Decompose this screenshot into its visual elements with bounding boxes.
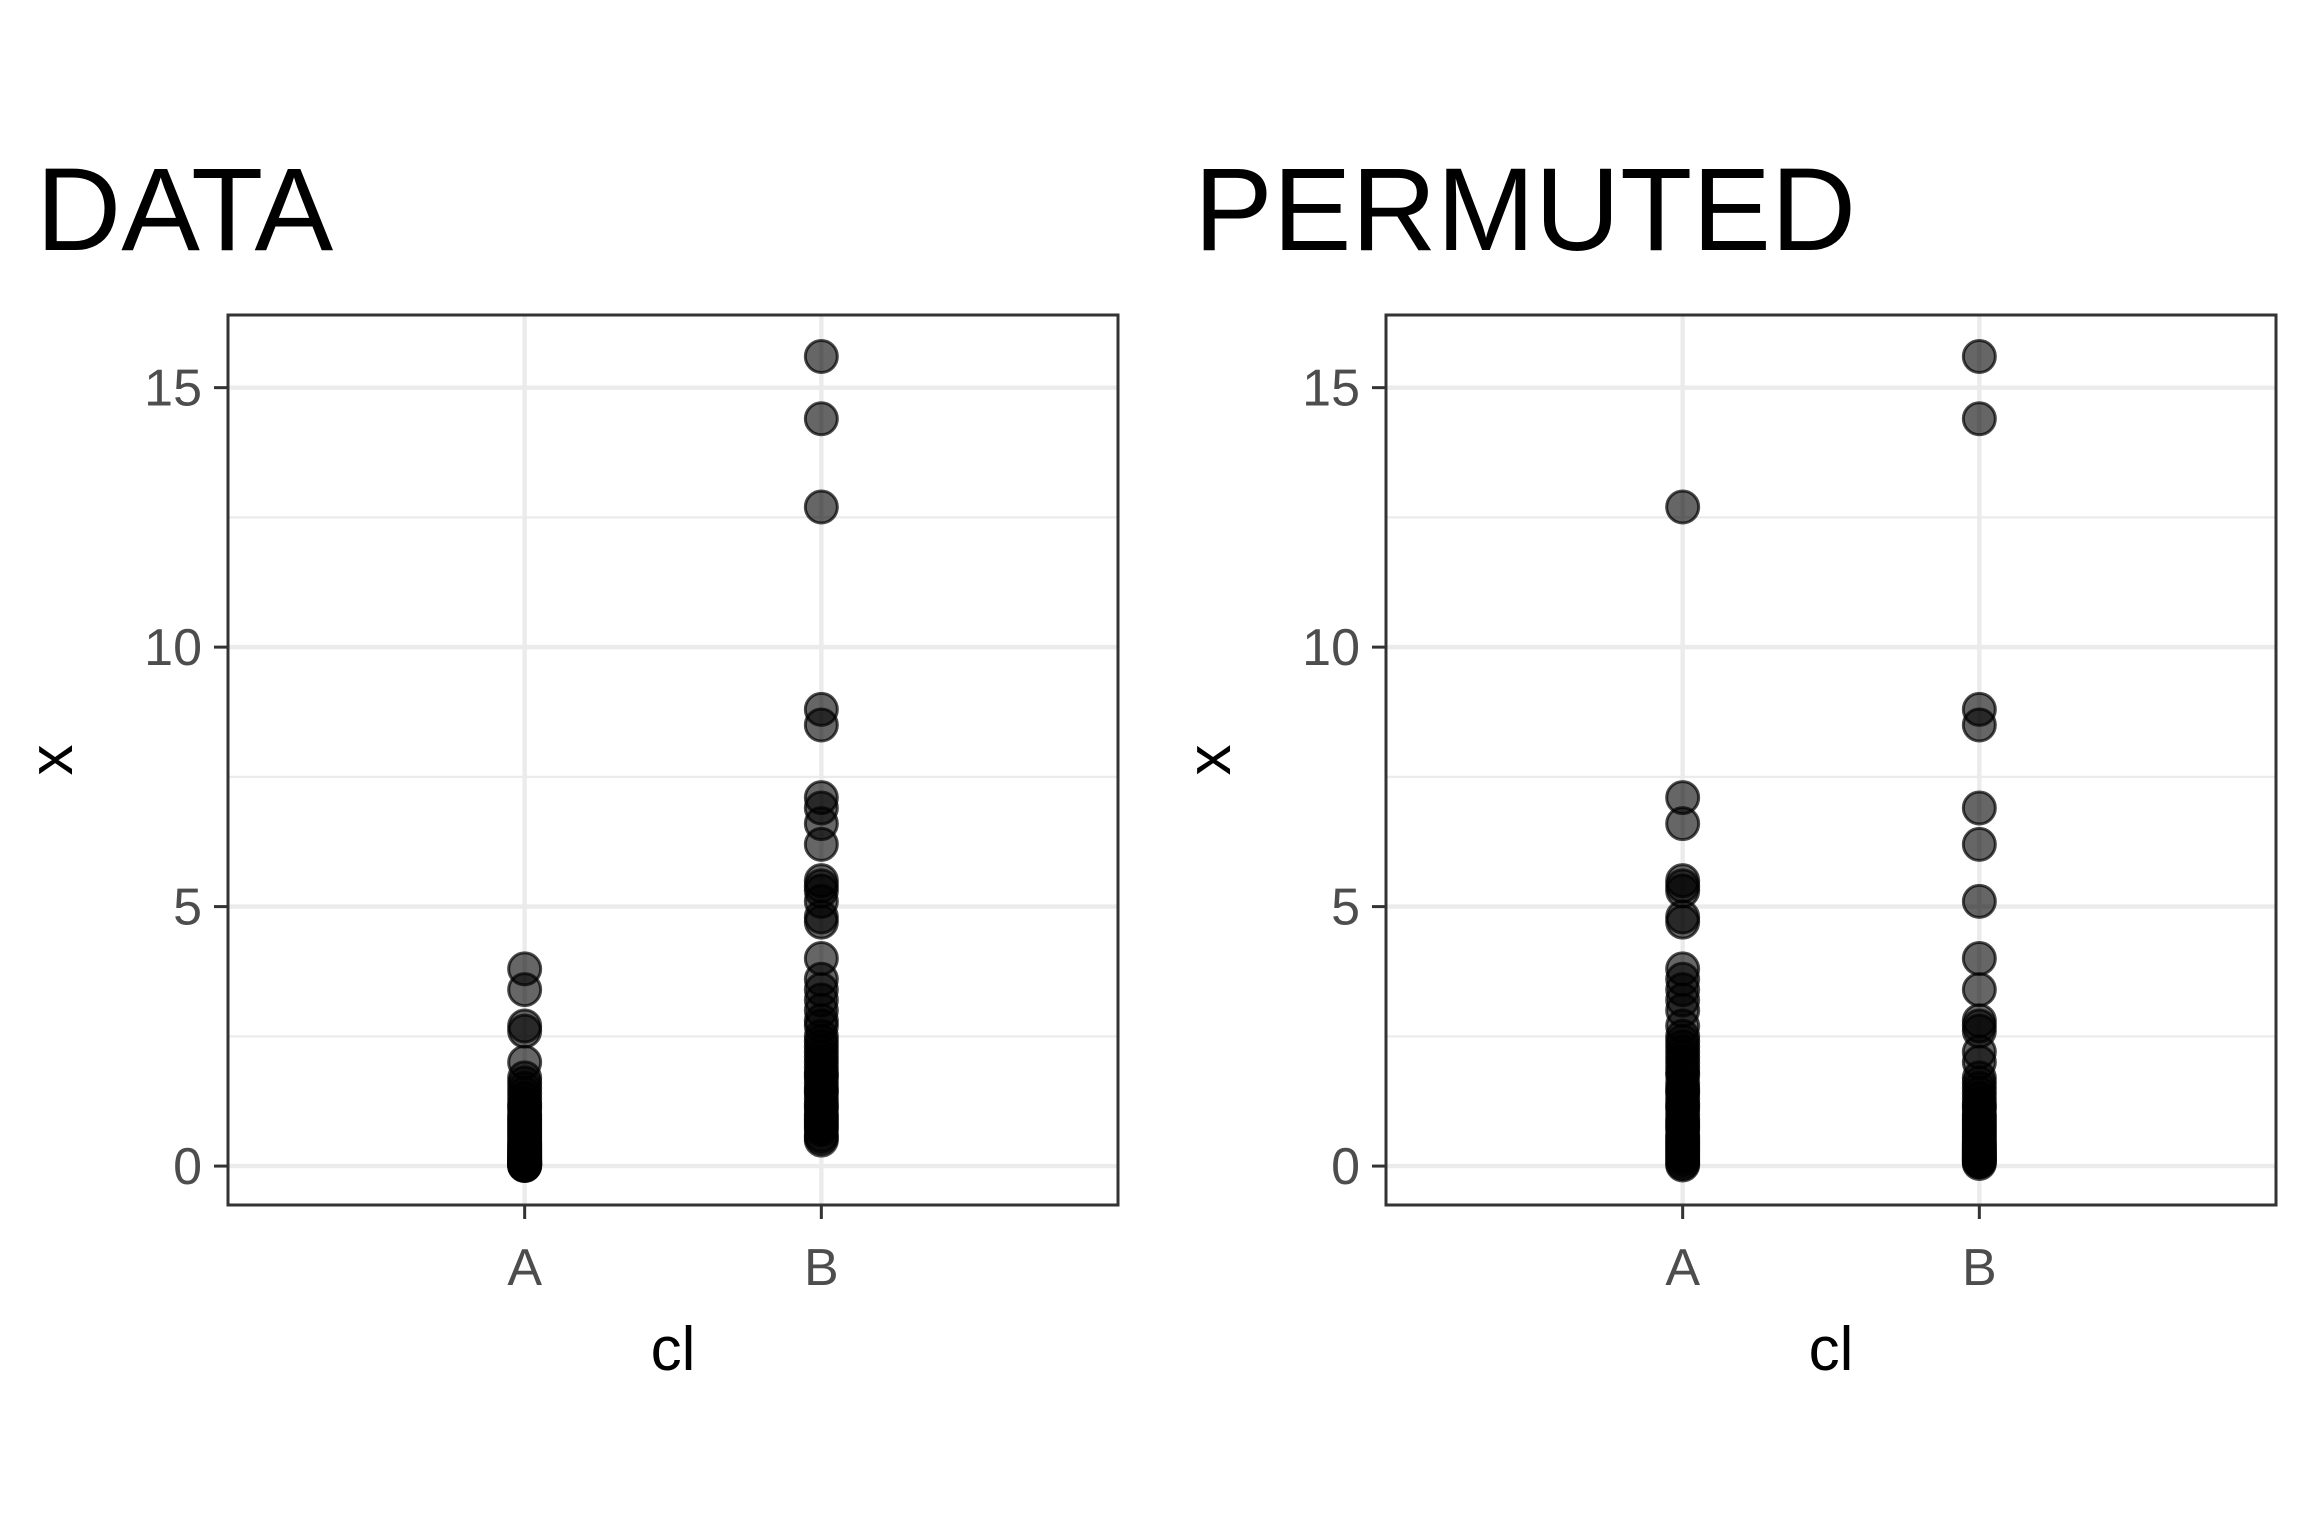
data-point	[803, 339, 839, 375]
data-point	[1961, 1145, 1997, 1181]
y-tick-label: 10	[1302, 619, 1360, 677]
data-point	[1961, 940, 1997, 976]
y-axis-title: x	[17, 745, 86, 776]
chart-panel-1: DATA 0 5 10 15 A Bcl x	[17, 144, 1120, 1384]
data-point	[803, 401, 839, 437]
data-point	[803, 826, 839, 862]
data-point	[1665, 904, 1701, 940]
y-tick-label: 5	[1331, 879, 1360, 937]
data-point	[803, 489, 839, 525]
panel-border	[226, 313, 1120, 1207]
data-point	[507, 1148, 543, 1184]
data-point	[1665, 806, 1701, 842]
data-point	[1961, 401, 1997, 437]
data-point	[507, 1013, 543, 1049]
panel-border	[1384, 313, 2278, 1207]
data-point	[1961, 972, 1997, 1008]
data-point	[803, 1122, 839, 1158]
y-tick-label: 15	[144, 360, 202, 418]
y-tick-label: 0	[1331, 1138, 1360, 1196]
y-tick-label: 10	[144, 619, 202, 677]
data-point	[1961, 826, 1997, 862]
data-point	[1665, 1147, 1701, 1183]
data-point	[1961, 339, 1997, 375]
y-tick-label: 0	[173, 1138, 202, 1196]
y-tick-label: 5	[173, 879, 202, 937]
y-tick-label: 15	[1302, 360, 1360, 418]
x-tick-label: A	[1665, 1239, 1700, 1297]
data-point	[1665, 489, 1701, 525]
data-point	[1961, 707, 1997, 743]
data-point	[1961, 883, 1997, 919]
x-axis-title: cl	[651, 1315, 696, 1384]
data-point	[803, 707, 839, 743]
chart-title: DATA	[36, 144, 333, 276]
data-point	[507, 972, 543, 1008]
x-tick-label: B	[1962, 1239, 1997, 1297]
x-tick-label: A	[507, 1239, 542, 1297]
x-tick-label: B	[804, 1239, 839, 1297]
chart-panel-2: PERMUTED 0 5 10 15 A Bcl x	[1175, 144, 2278, 1384]
data-point	[803, 904, 839, 940]
chart-title: PERMUTED	[1194, 144, 1856, 276]
x-axis-title: cl	[1809, 1315, 1854, 1384]
y-axis-title: x	[1175, 745, 1244, 776]
data-point	[1961, 790, 1997, 826]
